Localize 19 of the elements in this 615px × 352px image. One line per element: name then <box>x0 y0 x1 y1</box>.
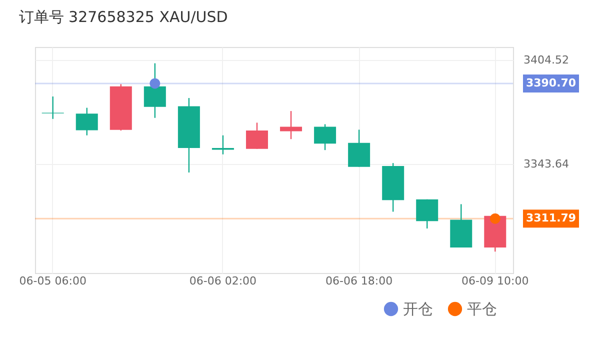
candlestick <box>42 96 64 120</box>
y-tick-label: 3404.52 <box>524 53 569 66</box>
candlestick <box>246 122 268 150</box>
x-tick-label: 06-06 18:00 <box>325 274 393 288</box>
candlestick <box>280 110 302 140</box>
ref-line-label: 3311.79 <box>526 212 576 225</box>
candlestick <box>314 124 336 151</box>
candlestick <box>348 129 370 168</box>
candlestick <box>144 62 166 118</box>
x-tick-label: 06-06 02:00 <box>189 274 257 288</box>
ref-line-label: 3390.70 <box>526 76 576 90</box>
legend-label: 开仓 <box>403 300 433 318</box>
candlestick <box>76 107 98 136</box>
candlestick <box>416 198 438 230</box>
x-tick-label: 06-09 10:00 <box>462 274 529 288</box>
chart-title: 订单号 327658325 XAU/USD <box>18 8 228 26</box>
x-tick-label: 06-05 06:00 <box>19 274 86 288</box>
y-tick-label: 3343.64 <box>524 158 569 171</box>
legend-label: 平仓 <box>467 300 497 318</box>
